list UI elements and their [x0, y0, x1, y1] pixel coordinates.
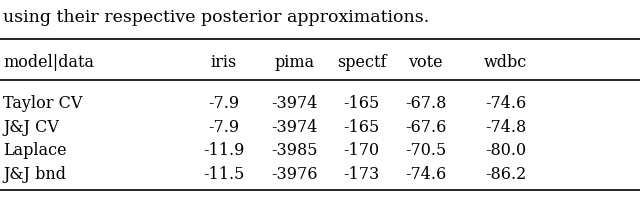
- Text: -80.0: -80.0: [485, 142, 526, 159]
- Text: J&J bnd: J&J bnd: [3, 166, 66, 183]
- Text: wdbc: wdbc: [484, 54, 527, 71]
- Text: Laplace: Laplace: [3, 142, 67, 159]
- Text: -7.9: -7.9: [209, 119, 239, 136]
- Text: -86.2: -86.2: [485, 166, 526, 183]
- Text: -11.5: -11.5: [204, 166, 244, 183]
- Text: vote: vote: [408, 54, 443, 71]
- Text: -74.8: -74.8: [485, 119, 526, 136]
- Text: -173: -173: [344, 166, 380, 183]
- Text: -11.9: -11.9: [204, 142, 244, 159]
- Text: -165: -165: [344, 119, 380, 136]
- Text: model|data: model|data: [3, 54, 94, 71]
- Text: -170: -170: [344, 142, 380, 159]
- Text: -165: -165: [344, 95, 380, 112]
- Text: -74.6: -74.6: [405, 166, 446, 183]
- Text: spectf: spectf: [337, 54, 387, 71]
- Text: -3976: -3976: [271, 166, 317, 183]
- Text: -3974: -3974: [271, 119, 317, 136]
- Text: -7.9: -7.9: [209, 95, 239, 112]
- Text: using their respective posterior approximations.: using their respective posterior approxi…: [3, 9, 429, 26]
- Text: Taylor CV: Taylor CV: [3, 95, 83, 112]
- Text: -67.8: -67.8: [405, 95, 446, 112]
- Text: -74.6: -74.6: [485, 95, 526, 112]
- Text: -3974: -3974: [271, 95, 317, 112]
- Text: iris: iris: [211, 54, 237, 71]
- Text: pima: pima: [275, 54, 314, 71]
- Text: -70.5: -70.5: [405, 142, 446, 159]
- Text: -3985: -3985: [271, 142, 317, 159]
- Text: -67.6: -67.6: [405, 119, 446, 136]
- Text: J&J CV: J&J CV: [3, 119, 59, 136]
